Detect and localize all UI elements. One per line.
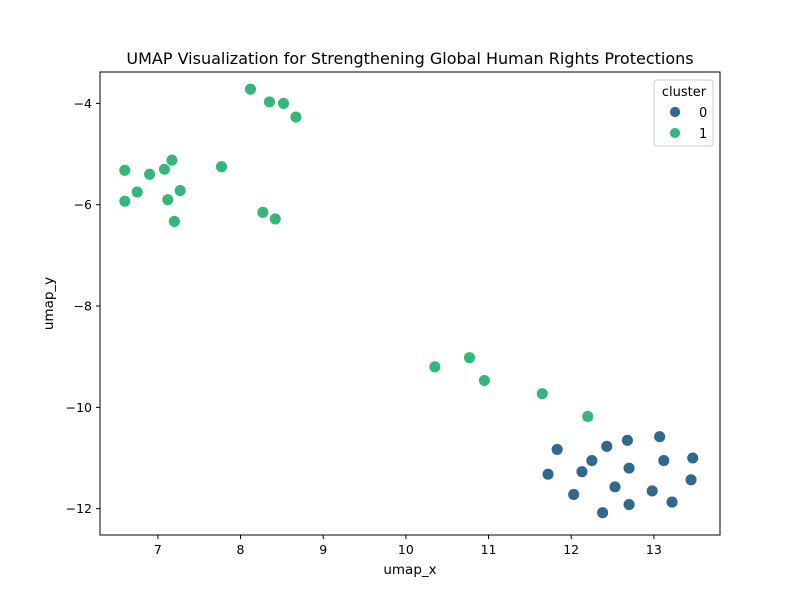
point-cluster-1-1 — [263, 95, 276, 109]
point-cluster-1-15 — [268, 212, 282, 226]
point-cluster-0-0 — [550, 442, 564, 456]
point-cluster-0-4 — [541, 467, 555, 481]
x-tick-label-13: 13 — [646, 542, 662, 557]
x-tick-label-9: 9 — [319, 542, 327, 557]
point-cluster-0-15 — [665, 495, 679, 509]
points-layer — [118, 82, 700, 520]
point-cluster-1-18 — [477, 374, 491, 387]
point-cluster-1-12 — [161, 193, 175, 207]
point-cluster-0-10 — [567, 488, 581, 501]
x-tick-label-10: 10 — [398, 542, 414, 557]
legend-marker-cluster-0 — [669, 106, 681, 118]
point-cluster-1-19 — [535, 387, 549, 401]
y-tick-label--10: −10 — [66, 400, 92, 415]
y-tick-label--8: −8 — [74, 299, 92, 314]
x-tick-label-7: 7 — [154, 542, 162, 557]
point-cluster-1-0 — [244, 82, 257, 96]
point-cluster-0-16 — [596, 506, 610, 520]
point-cluster-1-13 — [167, 214, 181, 228]
point-cluster-0-5 — [575, 465, 589, 479]
chart-title: UMAP Visualization for Strengthening Glo… — [126, 49, 693, 68]
point-cluster-0-3 — [653, 430, 667, 444]
x-axis-ticks: 7 8 9 10 11 12 13 — [154, 535, 662, 557]
y-axis-label: umap_y — [41, 277, 57, 330]
point-cluster-1-17 — [463, 351, 476, 365]
point-cluster-1-20 — [581, 410, 595, 423]
x-tick-label-8: 8 — [237, 542, 245, 557]
point-cluster-0-11 — [608, 480, 622, 494]
point-cluster-1-5 — [143, 167, 157, 181]
point-cluster-1-7 — [165, 153, 179, 167]
point-cluster-0-2 — [620, 433, 634, 447]
point-cluster-0-13 — [684, 473, 698, 487]
legend-title: cluster — [662, 85, 707, 100]
legend-marker-cluster-1 — [669, 127, 681, 139]
point-cluster-0-7 — [622, 461, 636, 475]
point-cluster-0-1 — [600, 439, 614, 453]
plot-frame — [99, 71, 721, 536]
point-cluster-1-3 — [289, 110, 303, 124]
legend-box — [653, 79, 714, 147]
x-axis-label: umap_x — [383, 562, 436, 578]
point-cluster-1-4 — [118, 163, 132, 177]
x-tick-label-11: 11 — [481, 542, 497, 557]
point-cluster-1-8 — [215, 160, 228, 174]
point-cluster-0-6 — [585, 454, 599, 467]
y-tick-label--12: −12 — [66, 501, 92, 516]
legend: cluster 0 1 — [653, 79, 714, 147]
point-cluster-0-12 — [645, 484, 659, 498]
point-cluster-1-11 — [118, 194, 132, 208]
y-axis-ticks: −4 −6 −8 −10 −12 — [66, 96, 100, 516]
point-cluster-1-6 — [158, 162, 171, 176]
y-tick-label--6: −6 — [74, 197, 92, 212]
legend-label-cluster-1: 1 — [699, 127, 707, 142]
x-tick-label-12: 12 — [563, 542, 579, 557]
point-cluster-0-14 — [622, 498, 636, 512]
point-cluster-1-9 — [130, 185, 144, 199]
point-cluster-1-16 — [428, 360, 442, 374]
point-cluster-0-8 — [657, 454, 671, 467]
point-cluster-1-10 — [173, 184, 187, 197]
point-cluster-0-9 — [686, 451, 700, 465]
point-cluster-1-14 — [256, 205, 270, 219]
point-cluster-1-2 — [277, 96, 290, 110]
legend-label-cluster-0: 0 — [699, 106, 707, 121]
y-tick-label--4: −4 — [74, 96, 92, 111]
